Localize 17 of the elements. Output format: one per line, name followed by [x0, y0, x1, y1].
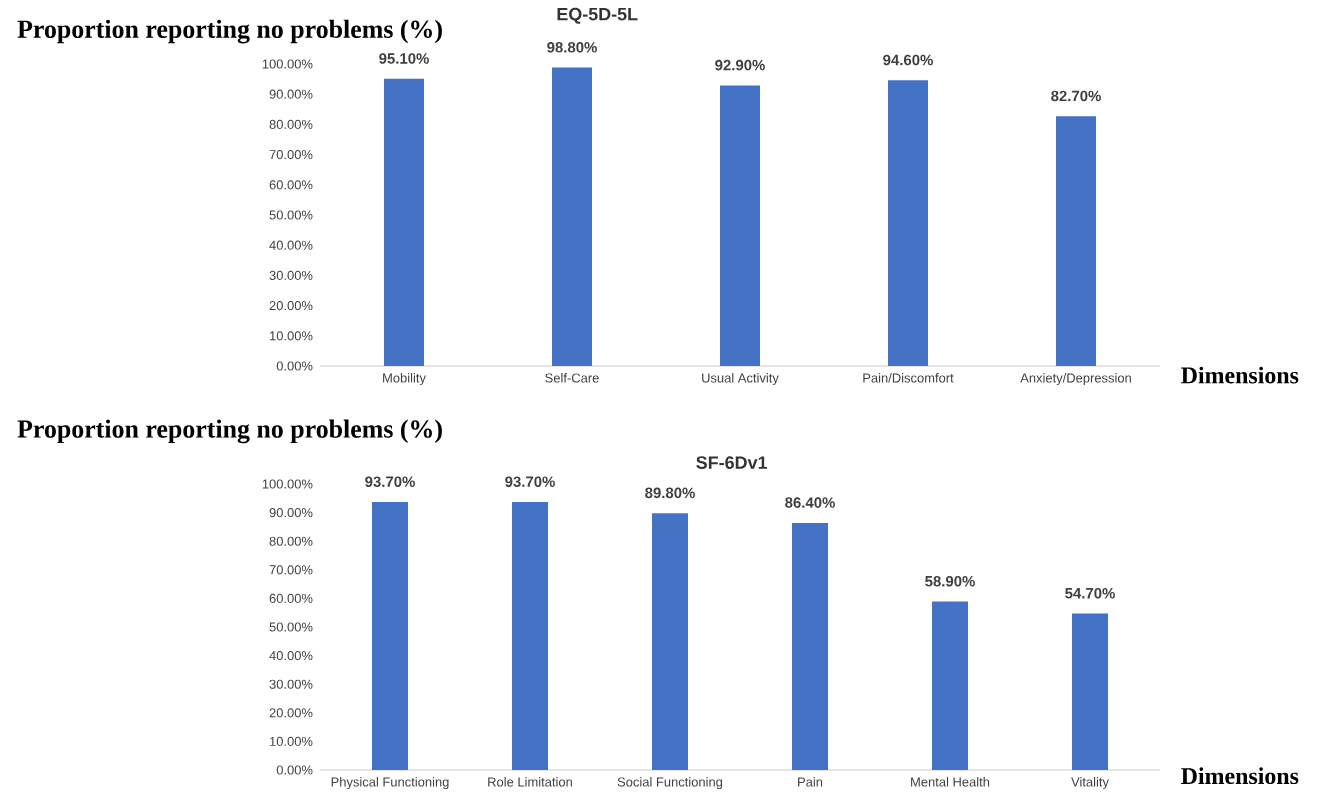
bar	[888, 80, 928, 366]
x-axis-title: Dimensions	[1181, 366, 1299, 384]
chart-title: SF-6Dv1	[696, 456, 767, 469]
bar	[720, 85, 760, 366]
bar	[792, 522, 829, 770]
bar	[1072, 613, 1109, 770]
y-axis-title: Proportion reporting no problems (%)	[17, 19, 442, 44]
y-axis-title: Proportion reporting no problems (%)	[17, 419, 442, 444]
bar	[372, 502, 408, 770]
x-axis-title: Dimensions	[1181, 767, 1299, 785]
bar	[552, 67, 592, 366]
bar	[932, 601, 969, 770]
bar	[384, 78, 424, 366]
bar	[1056, 116, 1096, 366]
chart-title: EQ-5D-5L	[557, 7, 638, 24]
bar	[652, 513, 688, 770]
bar	[512, 502, 548, 770]
